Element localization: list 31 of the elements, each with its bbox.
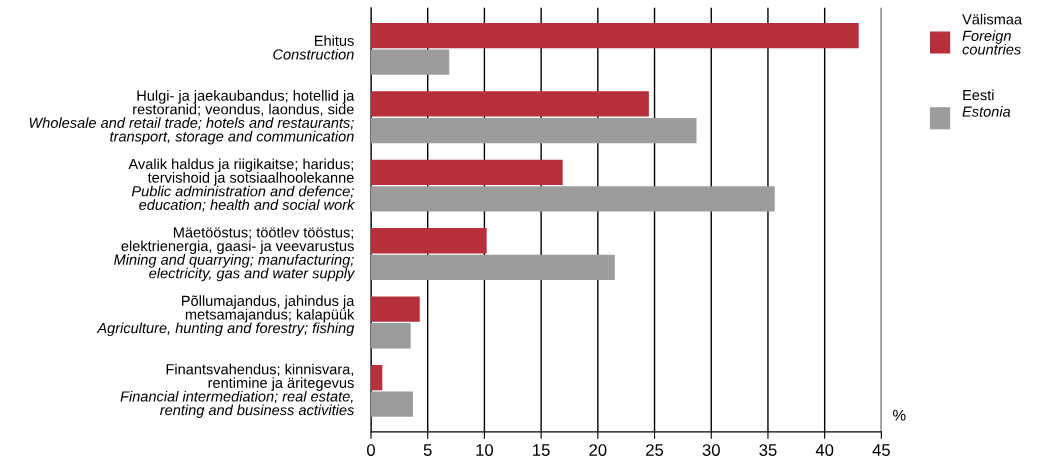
bar bbox=[370, 254, 615, 281]
x-tick-label: 5 bbox=[423, 444, 432, 456]
y-tick-label: Ehitus Construction bbox=[273, 35, 354, 60]
x-axis-title: % bbox=[893, 409, 906, 421]
y-tick-label: Põllumajandus, jahindus ja metsamajandus; kalapüük Agriculture, hunting and forestry; fishing bbox=[96, 295, 355, 337]
y-tick-label: Avalik haldus ja riigikaitse; haridus; tervishoid ja sotsiaalhoolekanne Public administration and defence; education; health and social work bbox=[128, 158, 355, 212]
x-tick-label: 40 bbox=[815, 444, 834, 456]
bar bbox=[370, 117, 697, 144]
x-tick-label: 30 bbox=[702, 444, 720, 456]
bar bbox=[370, 296, 420, 322]
bar bbox=[370, 91, 649, 117]
y-tick-label: Hulgi- ja jaekaubandus; hotellid ja restoranid; veondus, laondus, side Wholesale and retail trade; hotels and restaurants; transport, storage and communication bbox=[29, 90, 355, 145]
bar bbox=[370, 323, 411, 349]
legend-label: Välismaa Foreign countries bbox=[962, 13, 1023, 55]
bar bbox=[370, 364, 383, 391]
x-tick-label: 35 bbox=[759, 444, 777, 456]
y-tick-label: Finantsvahendus; kinnisvara, rentimine ja äritegevus Financial intermediation; real estate, renting and business activities bbox=[120, 363, 355, 419]
text: Eesti Estonia bbox=[962, 89, 1011, 117]
x-tick-label: 25 bbox=[646, 444, 664, 456]
bar bbox=[370, 391, 413, 417]
y-tick-label: Mäetööstus; töötlev tööstus; elektrienergia, gaasi- ja veevarustus Mining and quarrying; manufacturing; electricity, gas and water supply bbox=[114, 226, 356, 282]
x-tick-label: 45 bbox=[872, 444, 890, 456]
x-tick-label: 10 bbox=[476, 444, 494, 456]
bar bbox=[370, 49, 450, 75]
bar bbox=[370, 159, 563, 186]
bar bbox=[370, 22, 859, 49]
x-tick-label: 0 bbox=[367, 444, 375, 456]
bar bbox=[370, 228, 487, 254]
x-tick-label: 20 bbox=[589, 444, 607, 456]
bar bbox=[370, 186, 775, 212]
x-tick-label: 15 bbox=[533, 444, 550, 456]
